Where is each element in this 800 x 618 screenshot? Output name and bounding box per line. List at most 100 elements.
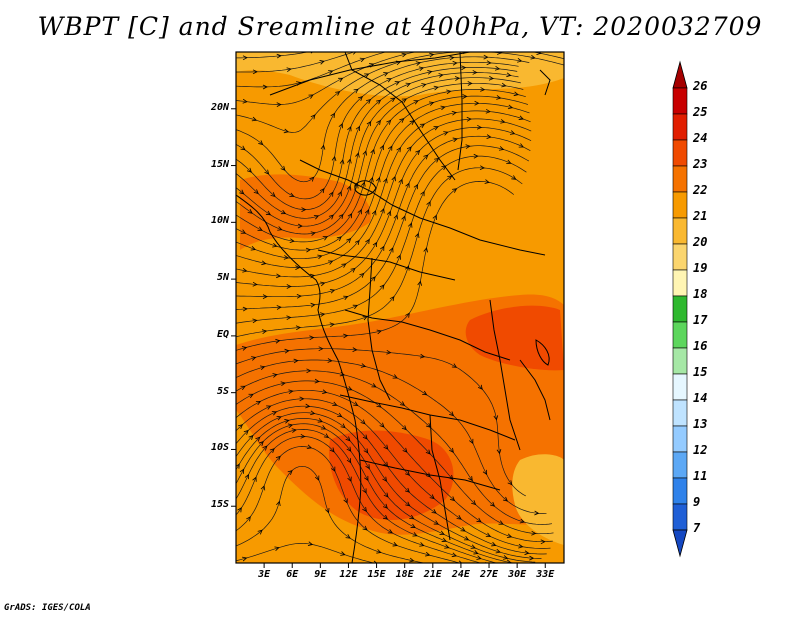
- lat-label: 5N: [216, 272, 229, 284]
- streamline-arrow: [421, 83, 427, 88]
- streamline-arrow: [466, 116, 472, 122]
- streamline-arrow: [252, 281, 258, 287]
- streamline-arrow: [427, 70, 433, 75]
- streamline-arrow: [331, 466, 336, 472]
- streamline-arrow: [346, 446, 352, 452]
- streamline-arrow: [477, 384, 483, 390]
- streamline-arrow: [346, 185, 352, 191]
- streamline-arrow: [401, 215, 406, 221]
- streamline-arrow: [350, 267, 356, 273]
- streamline: [236, 429, 498, 563]
- streamline-arrow: [409, 514, 415, 520]
- streamline-arrow: [380, 208, 385, 214]
- colorbar-swatch: [672, 217, 688, 245]
- lat-label: 10N: [210, 215, 229, 227]
- streamline-arrow: [451, 552, 458, 558]
- colorbar-level: 18: [693, 287, 708, 301]
- streamline-arrow: [314, 378, 320, 384]
- streamline-arrow: [386, 349, 392, 355]
- colorbar-level: 19: [693, 261, 708, 275]
- streamline-arrow: [370, 276, 376, 282]
- streamline-arrow: [338, 213, 344, 219]
- streamline-arrow: [423, 154, 429, 160]
- streamline-arrow: [291, 428, 297, 433]
- streamline-arrow: [449, 447, 454, 454]
- streamline-arrow: [433, 126, 439, 131]
- streamline-arrow: [376, 99, 382, 105]
- streamline-arrow: [513, 91, 519, 97]
- streamline-arrow: [498, 520, 504, 525]
- lon-label: 30E: [508, 569, 527, 580]
- streamline-arrow: [240, 145, 246, 151]
- streamline-arrow: [433, 85, 439, 91]
- streamline-arrow: [425, 472, 431, 478]
- map-title: WBPT [C] and Sreamline at 400hPa, VT: 20…: [37, 12, 763, 41]
- streamline-arrow: [402, 447, 408, 453]
- colorbar-swatch: [672, 503, 688, 531]
- streamline-arrow: [362, 488, 367, 494]
- streamline-arrow: [331, 155, 337, 162]
- streamline: [236, 118, 532, 278]
- streamline-arrow: [536, 52, 542, 55]
- streamline-arrow: [317, 254, 323, 260]
- streamline: [236, 348, 526, 497]
- streamline-arrow: [259, 365, 266, 371]
- streamline-arrow: [261, 260, 267, 266]
- streamline-arrow: [347, 386, 353, 391]
- streamline-arrow: [422, 390, 428, 396]
- streamline-arrow: [253, 189, 259, 195]
- map-frame: [235, 51, 565, 564]
- streamline: [236, 446, 461, 563]
- streamline-arrow: [392, 374, 398, 379]
- streamline-arrow: [280, 209, 287, 215]
- streamline-arrow: [320, 425, 327, 430]
- lat-label: 20N: [210, 101, 229, 113]
- streamline-arrow: [473, 153, 479, 159]
- colorbar-level: 26: [693, 79, 708, 93]
- streamline-arrow: [242, 268, 248, 273]
- streamline-arrow: [340, 423, 346, 429]
- streamline-arrow: [491, 541, 497, 547]
- streamline-arrow: [382, 514, 389, 520]
- streamline-arrow: [318, 346, 324, 352]
- streamline-arrow: [351, 52, 358, 55]
- streamline-arrow: [469, 44, 473, 48]
- lon-label: 18E: [395, 569, 414, 580]
- streamline: [236, 405, 547, 555]
- streamline-arrow: [247, 209, 253, 214]
- streamline-arrow: [385, 41, 390, 46]
- streamline: [236, 380, 554, 535]
- streamline-arrow: [364, 73, 370, 78]
- streamline: [236, 89, 526, 243]
- streamline-arrow: [322, 389, 328, 394]
- streamline-arrow: [382, 503, 388, 509]
- colorbar-level: 11: [693, 469, 708, 483]
- streamline-arrow: [486, 134, 492, 139]
- streamline-arrow: [323, 433, 330, 438]
- streamline: [236, 423, 515, 563]
- colorbar-swatch: [672, 87, 688, 115]
- streamline-arrow: [295, 265, 301, 270]
- streamline-arrow: [260, 485, 266, 491]
- streamline-arrow: [493, 415, 499, 421]
- streamline-arrow: [359, 57, 366, 63]
- lat-label: 5S: [216, 385, 229, 397]
- streamline-arrow: [329, 322, 335, 328]
- streamline-arrow: [361, 181, 366, 187]
- streamline-arrow: [270, 192, 276, 198]
- streamline-arrow: [450, 496, 456, 502]
- streamline-arrow: [371, 210, 377, 216]
- streamline-arrow: [330, 112, 336, 118]
- streamline-arrow: [382, 476, 388, 482]
- streamline-arrow: [305, 247, 312, 253]
- streamline-arrow: [529, 555, 535, 561]
- streamline-arrow: [269, 448, 275, 454]
- streamline-arrow: [360, 363, 367, 368]
- streamline-arrow: [383, 444, 389, 450]
- streamline-arrow: [359, 272, 365, 278]
- streamline: [236, 56, 530, 183]
- streamline: [236, 52, 564, 105]
- streamline-arrow: [362, 506, 367, 513]
- streamline: [236, 72, 519, 219]
- streamline-arrow: [310, 302, 316, 308]
